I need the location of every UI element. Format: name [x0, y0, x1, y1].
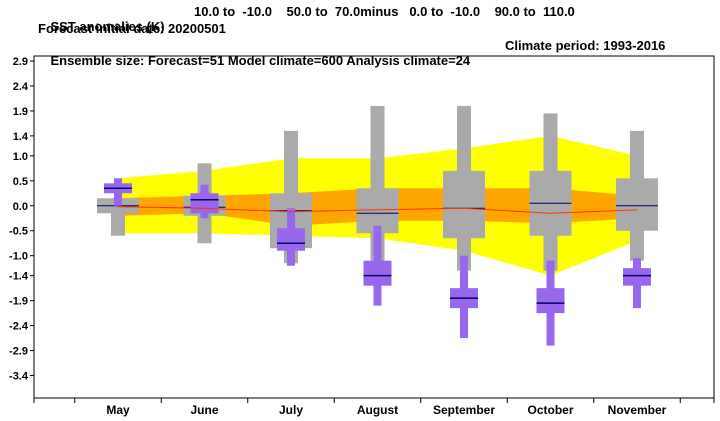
- y-tick-label: 1.4: [13, 131, 29, 143]
- x-tick-label-july: July: [279, 403, 303, 417]
- y-tick-label: 0.5: [13, 176, 28, 188]
- y-tick-label: -2.4: [9, 321, 29, 333]
- forecast-box-july: [277, 208, 305, 266]
- y-tick-label: 2.4: [13, 81, 29, 93]
- header-line-3: Ensemble size: Forecast=51 Model climate…: [36, 38, 665, 98]
- x-tick-label-november: November: [608, 403, 667, 417]
- y-tick-label: -1.0: [9, 251, 28, 263]
- y-tick-label: 1.0: [13, 151, 28, 163]
- chart-header: SST anomalies (K) 10.0 to -10.0 50.0 to …: [0, 0, 720, 68]
- y-tick-label: -2.9: [9, 346, 28, 358]
- y-tick-label: 0.0: [13, 201, 28, 213]
- forecast-box: [623, 268, 651, 286]
- x-tick-label-june: June: [190, 403, 218, 417]
- region-spec: 10.0 to -10.0 50.0 to 70.0minus 0.0 to -…: [194, 4, 575, 19]
- ensemble-size: Ensemble size: Forecast=51 Model climate…: [50, 53, 471, 68]
- x-tick-label-september: September: [433, 403, 495, 417]
- model-box-may: [97, 198, 139, 236]
- x-tick-label-may: May: [106, 403, 130, 417]
- header-line-1: SST anomalies (K) 10.0 to -10.0 50.0 to …: [36, 4, 574, 64]
- forecast-box-august: [363, 225, 392, 306]
- forecast-box: [363, 260, 392, 286]
- y-tick-label: 2.9: [13, 56, 28, 68]
- x-tick-label-august: August: [357, 403, 398, 417]
- model-box-october: [529, 113, 572, 271]
- forecast-box-september: [450, 255, 478, 339]
- x-tick-label-october: October: [527, 403, 573, 417]
- model-box: [616, 178, 658, 231]
- forecast-box: [277, 228, 305, 251]
- forecast-initial-date: Forecast initial date: 20200501: [38, 21, 226, 36]
- forecast-box-november: [623, 258, 651, 309]
- y-tick-label: -3.4: [9, 371, 29, 383]
- chart-title: SST anomalies (K): [50, 19, 165, 34]
- axes: 2.9 2.4 1.9 1.4 1.0 0.5 0.0 -0.5 -1.0 -1.4 -1.9 -2.…: [9, 55, 715, 417]
- plot-frame: [33, 55, 715, 399]
- model-box-september: [443, 105, 485, 271]
- y-tick-label: -0.5: [9, 226, 28, 238]
- y-tick-label: -1.9: [9, 296, 28, 308]
- forecast-box: [190, 193, 219, 214]
- climate-period: Climate period: 1993-2016: [505, 38, 666, 53]
- analysis-line: [117, 206, 638, 214]
- forecast-boxes: [104, 178, 651, 346]
- model-climate-boxes: [97, 105, 658, 271]
- forecast-box: [536, 288, 565, 314]
- forecast-box-may: [104, 178, 132, 206]
- model-box-november: [616, 130, 658, 261]
- y-tick-label: 1.9: [13, 106, 28, 118]
- forecast-box-october: [536, 260, 565, 346]
- model-box: [443, 170, 485, 239]
- y-tick-label: -1.4: [9, 271, 29, 283]
- analysis-line-layer: [117, 206, 638, 214]
